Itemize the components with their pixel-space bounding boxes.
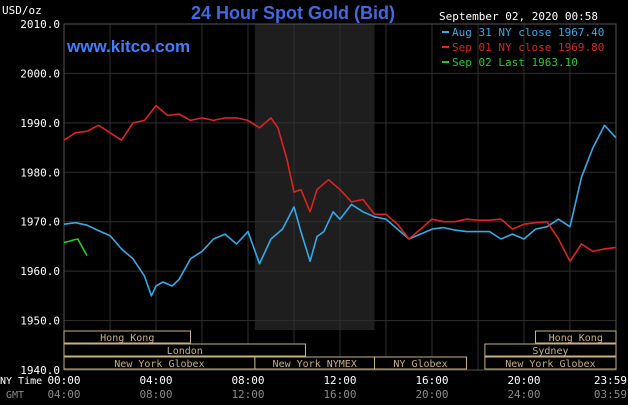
x-tick-label-ny: 00:00 [47,374,80,387]
market-session-label: New York Globex [114,359,204,370]
market-session-label: New York NYMEX [273,359,357,370]
market-session-box [484,343,617,357]
market-session-box [535,330,617,344]
x-tick-label-gmt: 12:00 [231,388,264,401]
x-tick-label-ny: 16:00 [415,374,448,387]
series-line-0 [63,124,617,297]
market-session-label: Hong Kong [100,333,154,344]
x-tick-label-gmt: 03:59 [594,388,627,401]
market-session-label: New York Globex [505,359,595,370]
gmt-axis-label: GMT [6,390,24,401]
plot-frame [63,23,617,371]
y-tick-label: 1980.0 [20,166,60,179]
chart-title: 24 Hour Spot Gold (Bid) [191,3,395,23]
ny-time-axis-label: NY Time [0,376,42,387]
y-axis-unit-label: USD/oz [2,4,42,17]
x-tick-label-gmt: 04:00 [47,388,80,401]
x-tick-label-ny: 12:00 [323,374,356,387]
x-tick-label-gmt: 16:00 [323,388,356,401]
x-tick-label-ny: 20:00 [507,374,540,387]
legend-entry: Sep 01 NY close 1969.80 [452,41,604,54]
y-tick-label: 2010.0 [20,18,60,31]
x-tick-label-gmt: 08:00 [139,388,172,401]
market-session-label: London [167,346,203,357]
chart-timestamp: September 02, 2020 00:58 [439,10,598,23]
x-tick-label-gmt: 24:00 [507,388,540,401]
series-line-1 [63,104,617,263]
y-tick-label: 1940.0 [20,364,60,377]
kitco-watermark: www.kitco.com [66,37,190,56]
y-tick-label: 2000.0 [20,67,60,80]
market-session-box [484,356,617,370]
market-session-label: Hong Kong [549,333,603,344]
x-tick-label-gmt: 20:00 [415,388,448,401]
legend-entry: Aug 31 NY close 1967.40 [452,26,604,39]
y-tick-label: 1970.0 [20,216,60,229]
market-session-label: NY Globex [393,359,447,370]
legend-entry: Sep 02 Last 1963.10 [452,56,578,69]
x-tick-label-ny: 23:59 [594,374,627,387]
series-line-2 [63,238,88,257]
market-session-label: Sydney [532,346,568,357]
y-tick-label: 1960.0 [20,265,60,278]
x-tick-label-ny: 04:00 [139,374,172,387]
market-session-box [63,343,306,357]
market-session-box [63,330,191,344]
y-tick-label: 1950.0 [20,315,60,328]
market-session-box [374,356,467,370]
x-tick-label-ny: 08:00 [231,374,264,387]
y-tick-label: 1990.0 [20,117,60,130]
ny-session-band [254,24,375,330]
